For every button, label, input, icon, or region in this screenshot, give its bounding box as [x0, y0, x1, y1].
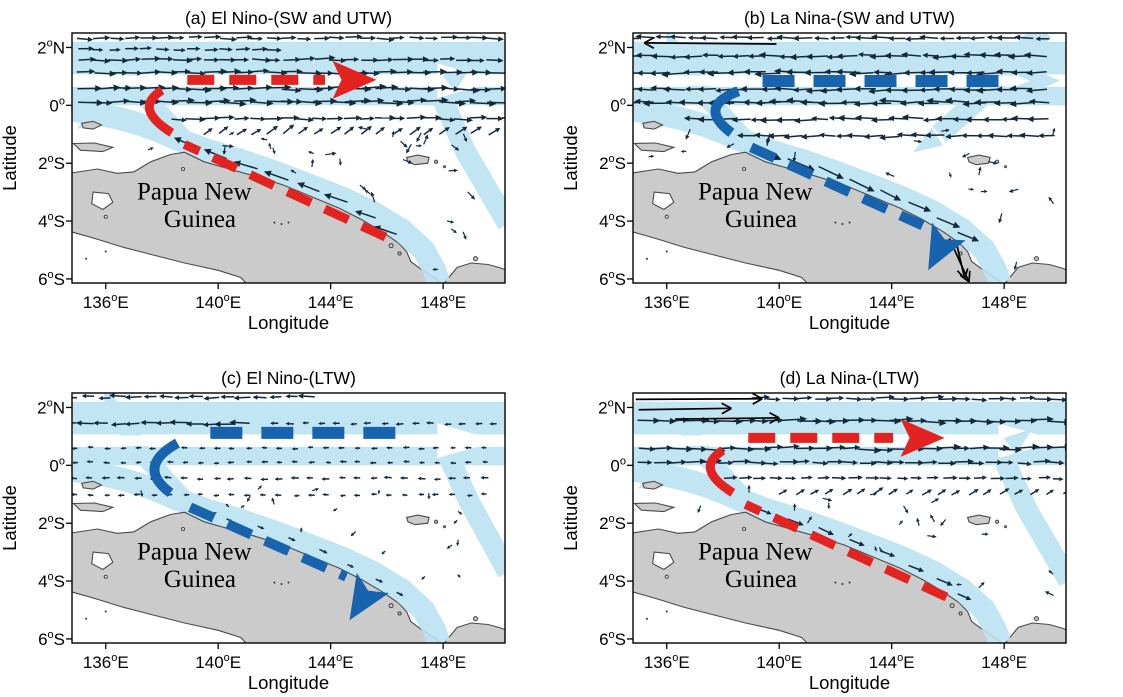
plot-frame [632, 392, 1067, 644]
xtick-label: 144oE [308, 652, 354, 672]
dashed-flow-arrow [710, 75, 999, 271]
current-bands [72, 41, 505, 283]
vector-field [637, 394, 1066, 601]
landmass-papua-new-guinea [633, 120, 1066, 283]
current-bands [633, 401, 1066, 643]
ytick-label: 6oS [38, 629, 65, 649]
strong-vector-arrow [955, 242, 969, 280]
panel-title: (a) El Nino-(SW and UTW) [185, 8, 392, 28]
panel-title: (c) El Nino-(LTW) [221, 368, 356, 388]
strong-vector-arrow [638, 402, 732, 415]
xtick-label: 148oE [420, 652, 466, 672]
x-axis-label: Longitude [248, 312, 329, 333]
xtick-label: 140oE [195, 652, 241, 672]
dashed-flow-arrow [149, 426, 396, 621]
land-label-line1: Papua New [137, 178, 252, 205]
xtick-label: 140oE [756, 292, 802, 312]
land-label-line2: Guinea [164, 206, 236, 233]
vector-field [72, 393, 497, 596]
dashed-flow-arrow [144, 60, 388, 242]
ytick-label: 0o [610, 455, 626, 475]
xtick-label: 148oE [981, 292, 1027, 312]
ytick-label: 2oN [37, 397, 65, 417]
land-label-line1: Papua New [698, 538, 813, 565]
ytick-label: 6oS [599, 269, 626, 289]
ytick-label: 4oS [38, 571, 65, 591]
strong-vector-arrow [643, 36, 777, 49]
land-label-line2: Guinea [725, 206, 797, 233]
plot-frame [71, 392, 506, 644]
y-axis-label: Latitude [561, 485, 581, 551]
vector-field [633, 33, 1056, 271]
land-label-line2: Guinea [725, 566, 797, 593]
ytick-label: 4oS [599, 571, 626, 591]
ytick-label: 0o [610, 95, 626, 115]
land-label-line2: Guinea [164, 566, 236, 593]
dashed-flow-arrow [705, 418, 949, 602]
land-label-line1: Papua New [137, 538, 252, 565]
ytick-label: 2oS [38, 513, 65, 533]
ytick-label: 6oS [599, 629, 626, 649]
xtick-label: 136oE [83, 652, 129, 672]
current-bands [72, 393, 505, 643]
y-axis-label: Latitude [0, 485, 20, 551]
ytick-label: 2oS [599, 513, 626, 533]
panel-title: (d) La Nina-(LTW) [780, 368, 920, 388]
y-axis-label: Latitude [0, 125, 20, 191]
ytick-label: 0o [49, 455, 65, 475]
ytick-label: 2oS [38, 153, 65, 173]
landmass-papua-new-guinea [72, 120, 505, 283]
plot-frame [71, 32, 506, 284]
ytick-label: 6oS [38, 269, 65, 289]
xtick-label: 136oE [83, 292, 129, 312]
panel-title: (b) La Nina-(SW and UTW) [744, 8, 955, 28]
landmass-papua-new-guinea [72, 480, 505, 643]
landmass-papua-new-guinea [633, 480, 1066, 643]
ytick-label: 2oN [598, 37, 626, 57]
axis-ticks: 136oE 140oE 144oE 148oE 2oN 0o 2oS 4oS 6oS [598, 37, 1027, 312]
land-label-line1: Papua New [698, 178, 813, 205]
white-gap-arrow [72, 423, 498, 459]
strong-vector-arrow [675, 411, 780, 425]
xtick-label: 136oE [644, 292, 690, 312]
ytick-label: 2oS [599, 153, 626, 173]
ytick-label: 2oN [598, 397, 626, 417]
x-axis-label: Longitude [809, 672, 890, 693]
xtick-label: 148oE [981, 652, 1027, 672]
xtick-label: 140oE [195, 292, 241, 312]
ytick-label: 4oS [38, 211, 65, 231]
y-axis-label: Latitude [561, 125, 581, 191]
axis-ticks: 136oE 140oE 144oE 148oE 2oN 0o 2oS 4oS 6oS [37, 37, 466, 312]
xtick-label: 136oE [644, 652, 690, 672]
axis-ticks: 136oE 140oE 144oE 148oE 2oN 0o 2oS 4oS 6oS [37, 397, 466, 672]
ytick-label: 2oN [37, 37, 65, 57]
xtick-label: 140oE [756, 652, 802, 672]
axis-ticks: 136oE 140oE 144oE 148oE 2oN 0o 2oS 4oS 6oS [598, 397, 1027, 672]
xtick-label: 144oE [308, 292, 354, 312]
x-axis-label: Longitude [248, 672, 329, 693]
ytick-label: 4oS [599, 211, 626, 231]
strong-vector-arrow [635, 393, 763, 405]
xtick-label: 144oE [869, 652, 915, 672]
xtick-label: 148oE [420, 292, 466, 312]
x-axis-label: Longitude [809, 312, 890, 333]
xtick-label: 144oE [869, 292, 915, 312]
plot-frame [632, 32, 1067, 284]
ytick-label: 0o [49, 95, 65, 115]
